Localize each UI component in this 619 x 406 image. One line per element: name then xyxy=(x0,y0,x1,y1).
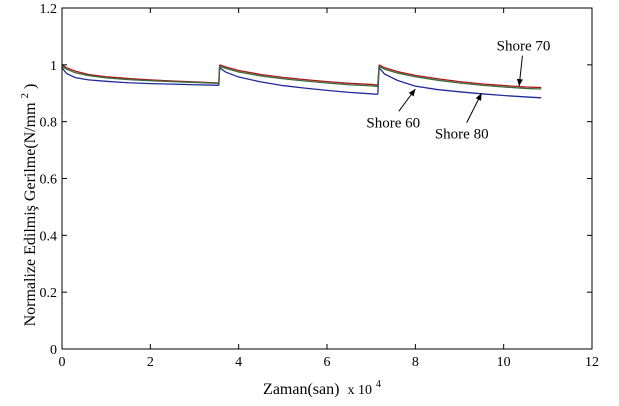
y-tick-label: 0.2 xyxy=(40,286,58,301)
y-tick-label: 0.4 xyxy=(40,229,58,244)
x-axis-title: Zaman(san) xyxy=(263,381,339,398)
x-tick-label: 0 xyxy=(59,355,66,370)
y-tick-label: 0.6 xyxy=(40,173,58,188)
y-axis-unit-close: ) xyxy=(22,84,39,89)
x-tick-label: 2 xyxy=(147,355,154,370)
x-tick-label: 4 xyxy=(235,355,242,370)
plot-background xyxy=(62,8,592,349)
y-axis-unit-exponent: 2 xyxy=(19,93,31,99)
x-axis-multiplier-exponent: 4 xyxy=(376,379,381,390)
y-tick-label: 1.2 xyxy=(40,2,58,17)
x-axis-multiplier: x 10 xyxy=(347,383,372,398)
annotation-text: Shore 70 xyxy=(497,39,551,55)
annotation-text: Shore 80 xyxy=(435,127,489,143)
x-tick-label: 10 xyxy=(497,355,511,370)
series-reload-jump xyxy=(219,66,220,83)
y-tick-label: 1 xyxy=(50,59,57,74)
y-tick-label: 0 xyxy=(50,343,57,358)
x-tick-label: 12 xyxy=(585,355,599,370)
x-tick-label: 6 xyxy=(324,355,331,370)
y-axis-title: Normalize Edilmiş Gerilme(N/mm xyxy=(22,102,39,327)
annotation-text: Shore 60 xyxy=(366,115,420,131)
y-tick-label: 0.8 xyxy=(40,116,58,131)
x-tick-label: 8 xyxy=(412,355,419,370)
plot-area xyxy=(62,8,592,349)
